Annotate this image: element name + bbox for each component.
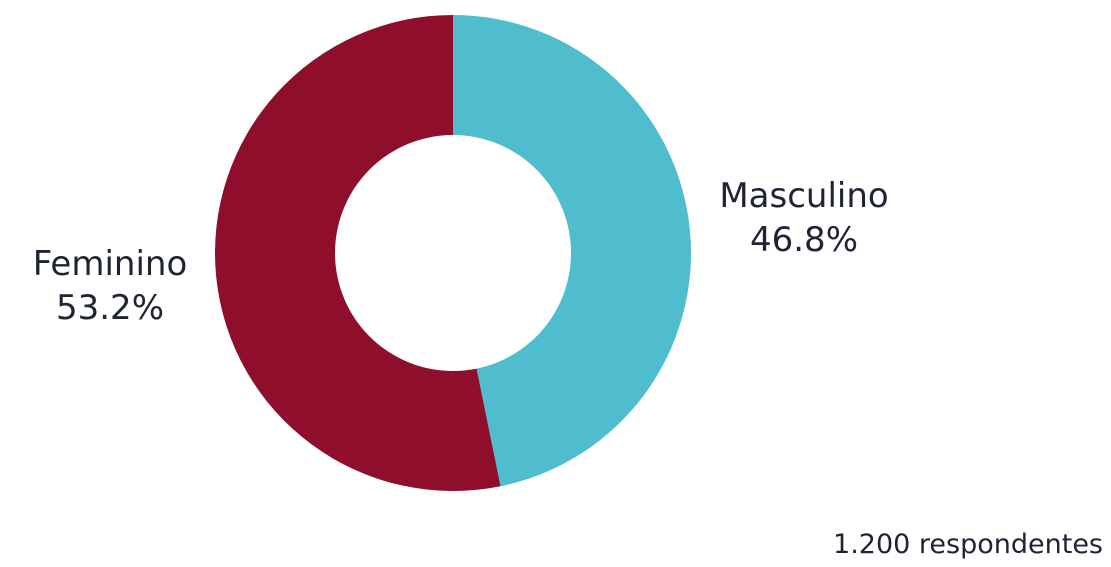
donut-slice-feminino (215, 15, 501, 491)
slice-name-feminino: Feminino (32, 244, 188, 284)
slice-label-feminino: Feminino 53.2% (10, 242, 210, 330)
slice-label-masculino: Masculino 46.8% (704, 174, 904, 262)
slice-name-masculino: Masculino (719, 176, 889, 216)
slice-percent-feminino: 53.2% (55, 288, 164, 328)
slice-percent-masculino: 46.8% (749, 220, 858, 260)
donut-slice-masculino (453, 15, 691, 487)
respondent-count-note: 1.200 respondentes (833, 529, 1103, 560)
